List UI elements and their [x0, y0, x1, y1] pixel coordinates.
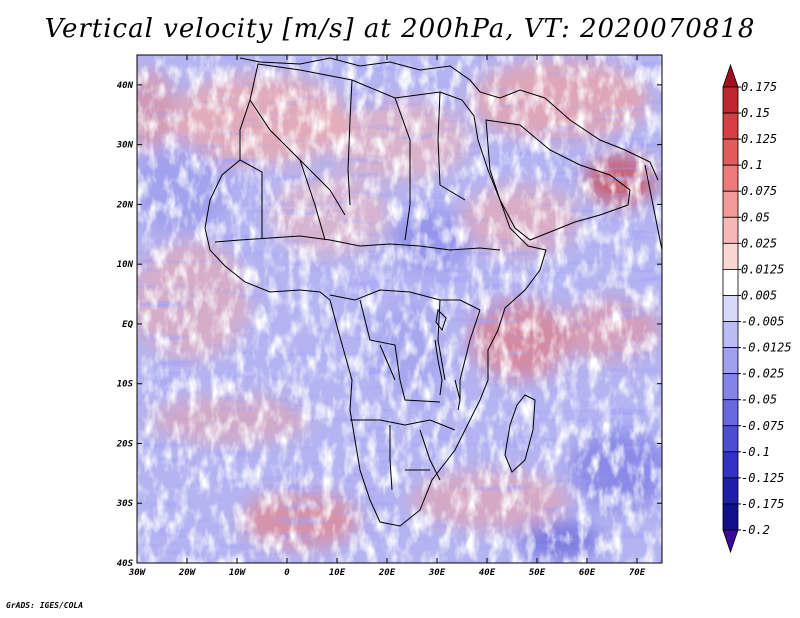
x-axis: 30W 20W 10W 0 10E 20E 30E 40E 50E 60E 70E: [128, 55, 646, 578]
africa-coastline: [204, 63, 547, 527]
colorbar-swatch: [722, 112, 739, 140]
y-tick-label: 10N: [117, 260, 134, 270]
x-tick-label: 30W: [128, 568, 147, 578]
plot-frame: [136, 54, 663, 564]
x-tick-label: 50E: [529, 568, 546, 578]
colorbar-swatch: [722, 86, 739, 114]
madagascar: [504, 394, 536, 473]
colorbar-label: 0.025: [741, 236, 777, 250]
colorbar-label: -0.175: [741, 497, 784, 511]
colorbar-swatch: [722, 373, 739, 401]
border-south: [350, 419, 456, 491]
x-tick-label: 60E: [579, 568, 596, 578]
x-tick-label: 30E: [428, 568, 446, 578]
y-tick-label: 10S: [117, 380, 134, 390]
y-tick-label: EQ: [122, 320, 133, 330]
x-tick-label: 10E: [329, 568, 346, 578]
colorbar-label: -0.1: [741, 445, 770, 459]
y-axis: 40N 30N 20N 10N EQ 10S 20S 30S 40S: [116, 81, 662, 569]
lakes: [434, 308, 461, 411]
y-tick-label: 20N: [116, 200, 134, 210]
colorbar-swatch: [722, 242, 739, 270]
colorbar-label: 0.15: [741, 106, 770, 120]
colorbar-swatch: [722, 451, 739, 479]
colorbar-max-arrow: [722, 63, 739, 88]
colorbar-swatch: [722, 425, 739, 453]
colorbar-label: 0.0125: [741, 262, 784, 276]
map-outlines: [204, 57, 662, 527]
colorbar-swatch: [722, 399, 739, 427]
colorbar-swatch: [722, 138, 739, 166]
y-tick-label: 40N: [117, 81, 134, 91]
colorbar-label: 0.005: [741, 288, 777, 302]
iran-coast: [544, 97, 659, 181]
y-tick-label: 40S: [117, 559, 134, 569]
y-tick-label: 20S: [116, 439, 134, 449]
chart-title: Vertical velocity [m/s] at 200hPa, VT: 2…: [44, 14, 756, 44]
colorbar-label: 0.05: [741, 210, 770, 224]
colorbar-label: 0.125: [741, 132, 777, 146]
india-coast: [644, 164, 662, 251]
mediterranean-north-shore: [239, 57, 546, 99]
border-sahel: [214, 235, 501, 251]
colorbar-label: -0.025: [741, 367, 784, 381]
x-tick-label: 20W: [178, 568, 197, 578]
x-tick-label: 0: [284, 568, 290, 578]
colorbar-label: -0.05: [741, 393, 777, 407]
y-tick-label: 30S: [116, 499, 134, 509]
colorbar-swatch: [722, 269, 739, 296]
colorbar-swatch: [722, 216, 739, 244]
colorbar-label: -0.125: [741, 471, 784, 485]
colorbar: 0.175 0.15 0.125 0.1 0.075 0.05 0.025 0.0125 0.0…: [722, 63, 792, 554]
colorbar-swatch: [722, 164, 739, 192]
colorbar-swatch: [722, 190, 739, 218]
border-central: [329, 289, 481, 403]
border-north: [239, 79, 466, 241]
colorbar-label: -0.0125: [741, 341, 792, 355]
colorbar-label: -0.005: [741, 315, 784, 329]
y-tick-label: 30N: [116, 141, 134, 151]
colorbar-label: -0.075: [741, 419, 784, 433]
x-tick-label: 10W: [229, 568, 247, 578]
colorbar-label: 0.1: [741, 158, 763, 172]
colorbar-label: 0.175: [741, 80, 777, 94]
colorbar-label: -0.2: [741, 523, 770, 537]
arabian-peninsula: [485, 119, 631, 241]
colorbar-swatch: [722, 295, 739, 322]
colorbar-swatch: [722, 477, 739, 505]
colorbar-swatch: [722, 347, 739, 375]
colorbar-label: 0.075: [741, 184, 777, 198]
field-layer: [137, 55, 662, 563]
x-tick-label: 70E: [629, 568, 646, 578]
colorbar-swatch: [722, 503, 739, 531]
x-tick-label: 40E: [479, 568, 496, 578]
colorbar-min-arrow: [722, 529, 739, 554]
grads-credit: GrADS: IGES/COLA: [6, 601, 84, 610]
colorbar-swatch: [722, 321, 739, 348]
x-tick-label: 20E: [378, 568, 396, 578]
